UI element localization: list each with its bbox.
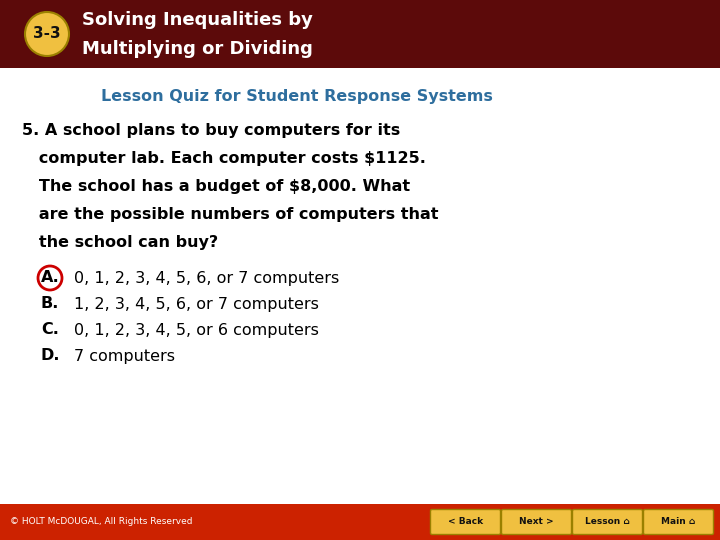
FancyBboxPatch shape xyxy=(572,510,642,535)
Text: < Back: < Back xyxy=(448,517,483,526)
Text: are the possible numbers of computers that: are the possible numbers of computers th… xyxy=(22,206,438,221)
Text: computer lab. Each computer costs $1125.: computer lab. Each computer costs $1125. xyxy=(22,151,426,165)
Text: the school can buy?: the school can buy? xyxy=(22,234,218,249)
Text: Main ⌂: Main ⌂ xyxy=(661,517,696,526)
Text: Lesson ⌂: Lesson ⌂ xyxy=(585,517,630,526)
Text: 1, 2, 3, 4, 5, 6, or 7 computers: 1, 2, 3, 4, 5, 6, or 7 computers xyxy=(74,296,319,312)
FancyBboxPatch shape xyxy=(431,510,500,535)
Circle shape xyxy=(25,12,69,56)
Text: Lesson Quiz for Student Response Systems: Lesson Quiz for Student Response Systems xyxy=(101,89,492,104)
Bar xyxy=(0,504,720,540)
Text: D.: D. xyxy=(40,348,60,363)
FancyBboxPatch shape xyxy=(644,510,714,535)
Text: The school has a budget of $8,000. What: The school has a budget of $8,000. What xyxy=(22,179,410,193)
Text: B.: B. xyxy=(41,296,59,312)
Text: 5. A school plans to buy computers for its: 5. A school plans to buy computers for i… xyxy=(22,123,400,138)
Text: © HOLT McDOUGAL, All Rights Reserved: © HOLT McDOUGAL, All Rights Reserved xyxy=(10,517,192,526)
Text: Multiplying or Dividing: Multiplying or Dividing xyxy=(82,40,313,58)
Text: 3-3: 3-3 xyxy=(33,26,60,42)
Text: C.: C. xyxy=(41,322,59,338)
Text: Next >: Next > xyxy=(519,517,554,526)
Text: 7 computers: 7 computers xyxy=(74,348,175,363)
Text: 0, 1, 2, 3, 4, 5, 6, or 7 computers: 0, 1, 2, 3, 4, 5, 6, or 7 computers xyxy=(74,271,339,286)
Text: A.: A. xyxy=(40,271,59,286)
Text: Solving Inequalities by: Solving Inequalities by xyxy=(82,11,313,29)
Text: 0, 1, 2, 3, 4, 5, or 6 computers: 0, 1, 2, 3, 4, 5, or 6 computers xyxy=(74,322,319,338)
FancyBboxPatch shape xyxy=(502,510,572,535)
Bar xyxy=(0,0,720,68)
